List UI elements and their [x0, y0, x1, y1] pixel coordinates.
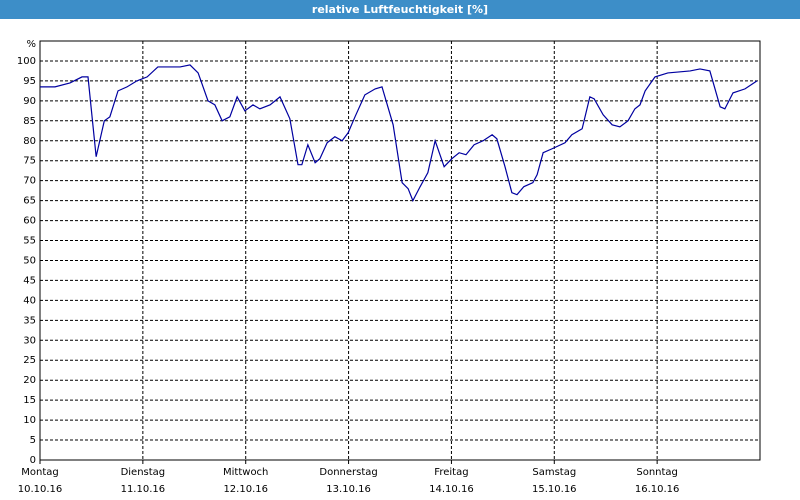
y-tick-label: 20 — [23, 375, 36, 386]
x-tick-label: Freitag — [434, 467, 468, 478]
y-tick-label: 15 — [23, 395, 36, 406]
plot-frame — [39, 40, 761, 461]
y-tick-label: 5 — [30, 435, 36, 446]
x-tick-date: 12.10.16 — [223, 484, 268, 495]
y-tick-label: 65 — [23, 196, 36, 207]
y-tick-label: 55 — [23, 236, 36, 247]
x-tick-date: 14.10.16 — [429, 484, 474, 495]
y-tick-label: 45 — [23, 275, 36, 286]
y-tick-label: 10 — [23, 415, 36, 426]
y-tick-label: 35 — [23, 315, 36, 326]
y-tick-label: 80 — [23, 136, 36, 147]
y-tick-label: 85 — [23, 116, 36, 127]
y-tick-label: 0 — [30, 455, 36, 466]
x-tick-date: 13.10.16 — [326, 484, 371, 495]
y-tick-label: 30 — [23, 335, 36, 346]
x-tick-label: Samstag — [532, 467, 576, 478]
x-tick-label: Montag — [21, 467, 58, 478]
y-tick-label: 75 — [23, 156, 36, 167]
x-tick-date: 15.10.16 — [532, 484, 577, 495]
data-line — [40, 64, 758, 203]
x-tick-label: Sonntag — [636, 467, 678, 478]
y-axis-label: % — [26, 39, 36, 50]
x-tick-label: Mittwoch — [223, 467, 268, 478]
title-bar: relative Luftfeuchtigkeit [%] — [0, 0, 800, 19]
y-tick-label: 95 — [23, 76, 36, 87]
x-tick-date: 11.10.16 — [121, 484, 166, 495]
y-tick-label: 25 — [23, 355, 36, 366]
y-tick-label: 70 — [23, 176, 36, 187]
x-tick-label: Donnerstag — [319, 467, 377, 478]
x-tick-date: 16.10.16 — [635, 484, 680, 495]
x-tick-label: Dienstag — [121, 467, 166, 478]
y-tick-label: 100 — [17, 56, 36, 67]
y-tick-label: 40 — [23, 295, 36, 306]
y-tick-label: 50 — [23, 255, 36, 266]
x-tick-date: 10.10.16 — [18, 484, 63, 495]
y-tick-label: 90 — [23, 96, 36, 107]
y-tick-label: 60 — [23, 216, 36, 227]
